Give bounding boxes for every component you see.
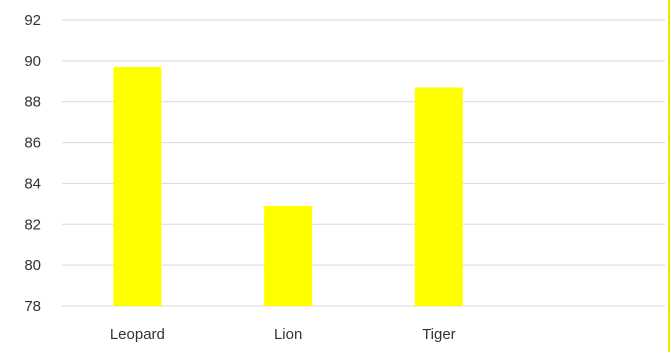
bar-tiger — [414, 87, 463, 307]
bar-lion — [264, 205, 313, 306]
y-tick-label: 92 — [24, 12, 41, 29]
gridlines — [62, 19, 665, 307]
bar-leopard — [113, 66, 162, 306]
y-tick-label: 78 — [24, 298, 41, 315]
y-tick-label: 90 — [24, 53, 41, 70]
y-tick-label: 84 — [24, 175, 41, 192]
y-axis-ticks: 78 80 82 84 86 88 90 92 — [24, 12, 41, 315]
x-tick-label-leopard: Leopard — [110, 326, 165, 343]
bars — [113, 66, 463, 307]
y-tick-label: 88 — [24, 94, 41, 111]
x-tick-label-lion: Lion — [274, 326, 302, 343]
x-tick-label-tiger: Tiger — [422, 326, 456, 343]
y-tick-label: 86 — [24, 135, 41, 152]
x-axis-ticks: Leopard Lion Tiger — [110, 326, 456, 343]
y-tick-label: 80 — [24, 257, 41, 274]
y-tick-label: 82 — [24, 216, 41, 233]
